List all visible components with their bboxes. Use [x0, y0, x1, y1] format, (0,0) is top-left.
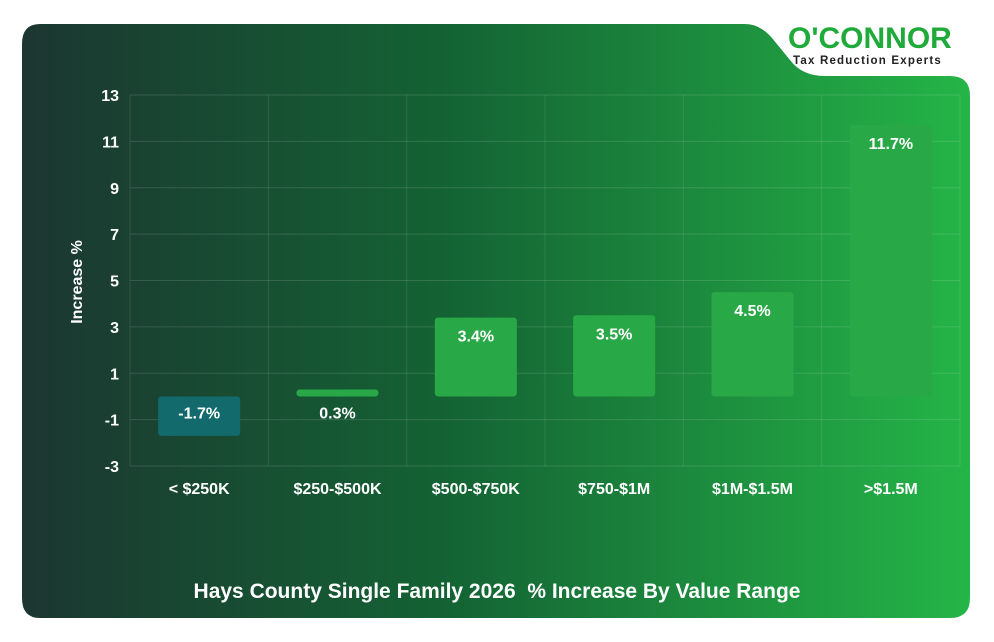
chart-gridlines [129, 94, 961, 467]
brand-name: O'CONNOR [788, 22, 952, 55]
y-tick-label: 7 [110, 227, 119, 244]
brand-logo: O'CONNOR Tax Reduction Experts [788, 22, 952, 67]
bar-value-label: 3.4% [458, 329, 494, 346]
bar [711, 292, 794, 397]
y-axis-label: Increase % [69, 240, 86, 324]
x-tick-label: < $250K [169, 481, 230, 498]
chart-bars [158, 125, 932, 436]
x-tick-label: $750-$1M [578, 481, 650, 498]
bar-value-label: 0.3% [319, 405, 355, 422]
y-tick-label: 5 [110, 274, 119, 291]
x-tick-label: $1M-$1.5M [712, 481, 793, 498]
chart-title: Hays County Single Family 2026 % Increas… [194, 580, 801, 603]
bar-value-label: 11.7% [869, 136, 913, 153]
y-tick-label: 3 [110, 320, 119, 337]
brand-o-dollar-icon: O [840, 22, 863, 55]
y-tick-label: 11 [102, 134, 119, 151]
bar [849, 125, 932, 397]
y-tick-label: 13 [101, 88, 119, 105]
x-tick-label: >$1.5M [864, 481, 918, 498]
y-tick-label: -1 [105, 413, 119, 430]
x-axis-ticks: < $250K $250-$500K $500-$750K $750-$1M $1M-$… [169, 481, 918, 498]
y-tick-label: 1 [110, 366, 119, 383]
bar [573, 315, 656, 397]
bar-value-label: -1.7% [178, 405, 220, 422]
bar-value-label: 3.5% [596, 326, 632, 343]
x-tick-label: $250-$500K [293, 481, 382, 498]
x-tick-label: $500-$750K [432, 481, 521, 498]
brand-tagline: Tax Reduction Experts [793, 55, 942, 67]
bar [296, 389, 379, 397]
bar-value-label: 4.5% [734, 303, 770, 320]
y-tick-label: -3 [105, 459, 119, 476]
y-axis-ticks: 13 11 9 7 5 3 1 -1 -3 [101, 88, 119, 476]
bar [434, 317, 517, 397]
data-labels: -1.7% 0.3% 3.4% 3.5% 4.5% 11.7% [178, 136, 913, 422]
bar [158, 396, 241, 436]
y-tick-label: 9 [110, 181, 119, 198]
